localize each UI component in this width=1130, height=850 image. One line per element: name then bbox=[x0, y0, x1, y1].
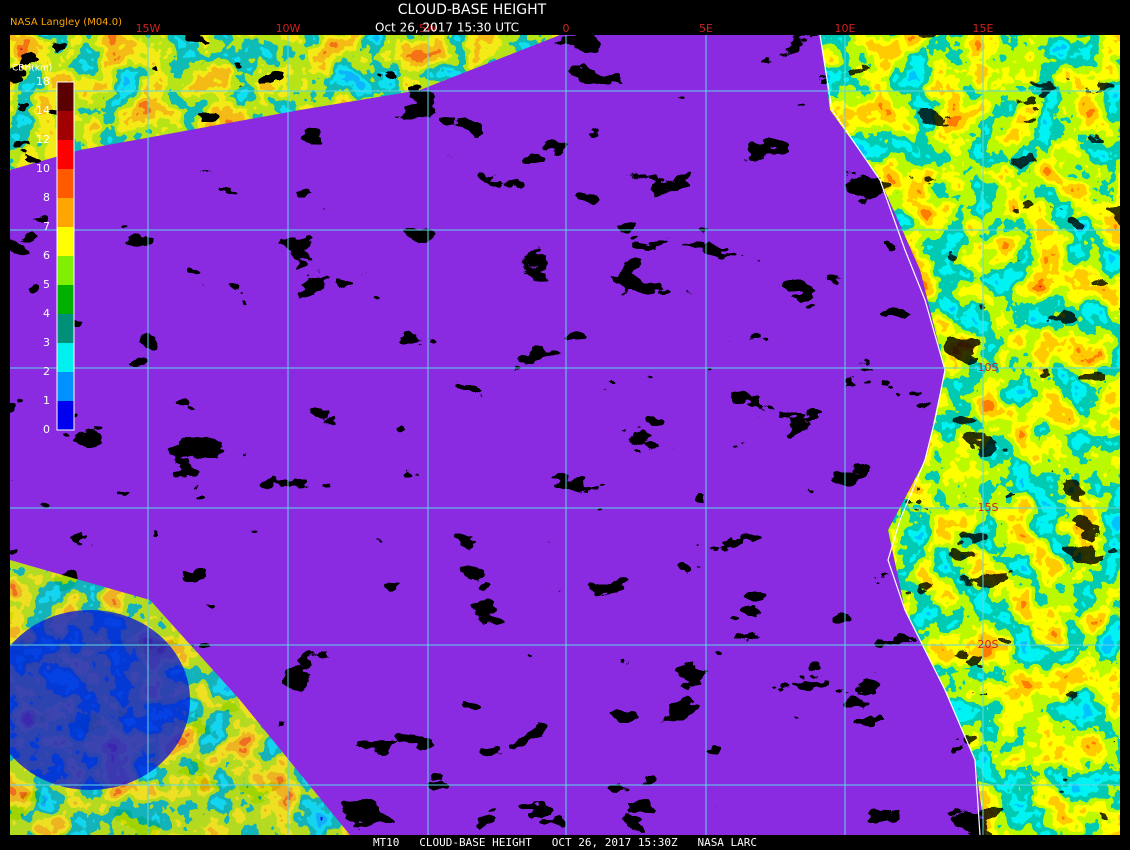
legend-swatch bbox=[57, 401, 74, 430]
legend-swatch bbox=[57, 198, 74, 227]
legend-tick-label: 2 bbox=[43, 365, 50, 378]
lon-label: 10E bbox=[835, 22, 856, 35]
lon-label: 5W bbox=[419, 22, 437, 35]
legend-tick-label: 12 bbox=[36, 133, 50, 146]
lon-label: 15W bbox=[136, 22, 161, 35]
legend-tick-label: 10 bbox=[36, 162, 50, 175]
legend-swatch bbox=[57, 169, 74, 198]
legend-tick-label: 14 bbox=[36, 104, 50, 117]
legend-tick-label: 7 bbox=[43, 220, 50, 233]
legend-tick-label: 6 bbox=[43, 249, 50, 262]
legend-tick-label: 3 bbox=[43, 336, 50, 349]
graticule bbox=[10, 35, 1120, 835]
legend-tick-label: 8 bbox=[43, 191, 50, 204]
legend-swatch bbox=[57, 314, 74, 343]
title: CLOUD-BASE HEIGHT bbox=[398, 2, 547, 18]
legend-swatch bbox=[57, 256, 74, 285]
legend-title: CBH(km) bbox=[12, 64, 52, 74]
subtitle: Oct 26, 2017 15:30 UTC bbox=[375, 21, 519, 35]
legend-swatch bbox=[57, 343, 74, 372]
lon-label: 0 bbox=[563, 22, 570, 35]
legend-frame bbox=[56, 81, 75, 431]
lon-label: 5E bbox=[699, 22, 713, 35]
lon-labels: 15W 10W 5W 0 5E 10E 15E bbox=[136, 22, 994, 35]
legend-swatch bbox=[57, 285, 74, 314]
lon-label: 15E bbox=[973, 22, 994, 35]
legend-tick-label: 0 bbox=[43, 423, 50, 436]
lon-label: 10W bbox=[276, 22, 301, 35]
legend-swatch bbox=[57, 372, 74, 401]
source: NASA Langley (M04.0) bbox=[10, 17, 122, 28]
legend-swatch bbox=[57, 111, 74, 140]
lat-labels: 10S 15S 20S bbox=[978, 361, 999, 651]
footer: MT10 CLOUD-BASE HEIGHT OCT 26, 2017 15:3… bbox=[373, 836, 757, 849]
legend-swatch bbox=[57, 140, 74, 169]
lat-label: 20S bbox=[978, 638, 999, 651]
legend-tick-label: 4 bbox=[43, 307, 50, 320]
legend-swatch bbox=[57, 227, 74, 256]
legend-tick-label: 1 bbox=[43, 394, 50, 407]
legend-tick-label: 18 bbox=[36, 75, 50, 88]
satellite-image bbox=[10, 35, 1120, 835]
legend-swatch bbox=[57, 82, 74, 111]
lat-label: 15S bbox=[978, 501, 999, 514]
legend-tick-label: 5 bbox=[43, 278, 50, 291]
lat-label: 10S bbox=[978, 361, 999, 374]
